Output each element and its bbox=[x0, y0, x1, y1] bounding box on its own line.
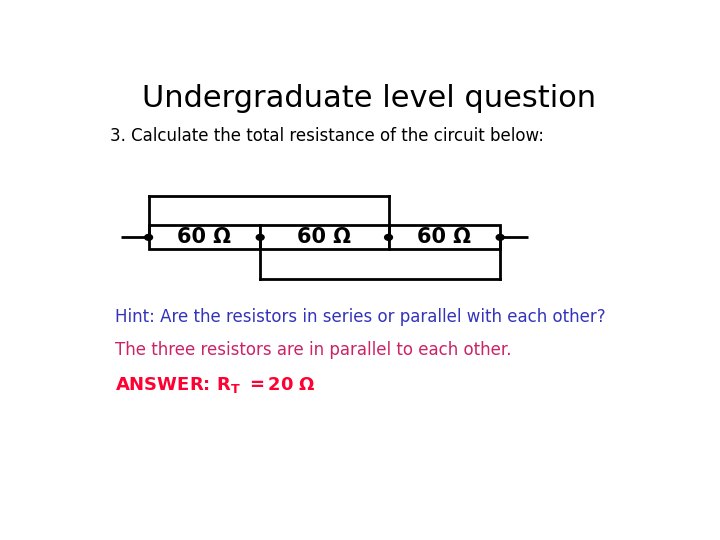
FancyBboxPatch shape bbox=[389, 225, 500, 249]
Text: 60 Ω: 60 Ω bbox=[418, 227, 472, 247]
Text: 60 Ω: 60 Ω bbox=[177, 227, 231, 247]
Text: 3. Calculate the total resistance of the circuit below:: 3. Calculate the total resistance of the… bbox=[109, 127, 544, 145]
Text: ANSWER: $\mathbf{R_T}$ $\mathbf{= 20\ \Omega}$: ANSWER: $\mathbf{R_T}$ $\mathbf{= 20\ \O… bbox=[115, 375, 316, 395]
FancyBboxPatch shape bbox=[260, 225, 389, 249]
Text: The three resistors are in parallel to each other.: The three resistors are in parallel to e… bbox=[115, 341, 512, 359]
Text: 60 Ω: 60 Ω bbox=[297, 227, 351, 247]
Circle shape bbox=[145, 234, 153, 240]
Circle shape bbox=[384, 234, 392, 240]
Circle shape bbox=[496, 234, 504, 240]
FancyBboxPatch shape bbox=[148, 225, 260, 249]
Text: Undergraduate level question: Undergraduate level question bbox=[142, 84, 596, 112]
Text: Hint: Are the resistors in series or parallel with each other?: Hint: Are the resistors in series or par… bbox=[115, 308, 606, 326]
Circle shape bbox=[256, 234, 264, 240]
